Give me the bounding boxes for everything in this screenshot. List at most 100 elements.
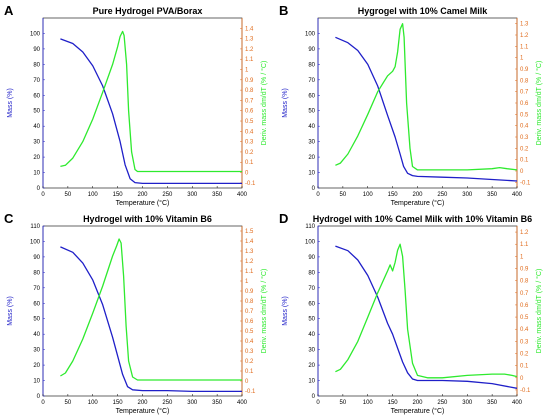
x-tick-label: 50: [65, 192, 72, 198]
y-tick-label: 70: [33, 78, 40, 84]
y-tick-label: 20: [308, 363, 315, 369]
y2-tick-label: 0.6: [520, 101, 529, 107]
y2-tick-label: 0.3: [520, 339, 529, 345]
chart-title: Pure Hydrogel PVA/Borax: [93, 6, 203, 16]
y2-tick-label: 0: [520, 376, 524, 382]
y2-tick-label: 1: [520, 56, 524, 62]
y2-tick-label: 0.8: [245, 88, 254, 94]
y2-tick-label: 1: [245, 68, 249, 74]
y2-tick-label: 1.1: [245, 57, 254, 63]
y2-tick-label: 0.5: [245, 119, 254, 125]
x-tick-label: 250: [437, 400, 448, 406]
x-tick-label: 200: [137, 192, 148, 198]
panel-letter: D: [279, 211, 288, 226]
series-line-derivative: [335, 243, 518, 379]
y2-tick-label: 0: [520, 169, 524, 175]
y2-axis-label: Deriv. mass dm/dT (% / °C): [260, 61, 268, 146]
y-tick-label: 10: [308, 379, 315, 385]
y-tick-label: 90: [308, 255, 315, 261]
panel-letter: A: [4, 3, 14, 18]
x-axis-label: Temperature (°C): [116, 407, 170, 415]
y-tick-label: 60: [33, 93, 40, 99]
y-tick-label: 0: [312, 186, 316, 192]
x-tick-label: 200: [412, 400, 423, 406]
x-tick-label: 200: [137, 400, 148, 406]
plot-frame: [42, 225, 243, 397]
y-tick-label: 80: [308, 270, 315, 276]
series-line-mass: [60, 38, 242, 185]
y2-tick-label: 1.4: [245, 26, 254, 32]
x-tick-label: 150: [113, 400, 124, 406]
y-tick-label: 30: [308, 348, 315, 354]
x-tick-label: 200: [412, 192, 423, 198]
y2-tick-label: 0.6: [245, 109, 254, 115]
y2-tick-label: 0.6: [245, 319, 254, 325]
y-tick-label: 10: [33, 379, 40, 385]
x-tick-label: 0: [316, 192, 320, 198]
y-axis-label: Mass (%): [7, 296, 14, 326]
y2-tick-label: -0.1: [245, 389, 256, 395]
y2-tick-label: -0.1: [245, 181, 256, 187]
x-tick-label: 0: [41, 192, 45, 198]
y-tick-label: 90: [33, 47, 40, 53]
series-line-mass: [335, 245, 518, 389]
y2-tick-label: 0.5: [245, 329, 254, 335]
x-tick-label: 250: [162, 192, 173, 198]
y-tick-label: 30: [33, 140, 40, 146]
y2-tick-label: 1.3: [245, 37, 254, 43]
y2-tick-label: 0.8: [520, 279, 529, 285]
y2-tick-label: 1.3: [245, 249, 254, 255]
y2-tick-label: 0.1: [520, 364, 529, 370]
y-axis-label: Mass (%): [282, 296, 289, 326]
y2-tick-label: 0.8: [520, 78, 529, 84]
chart-panel-c: C Hydrogel with 10% Vitamin B60 50 100 150 20…: [4, 211, 268, 415]
y2-tick-label: 0: [245, 379, 249, 385]
y2-tick-label: 0.7: [520, 90, 529, 96]
y2-tick-label: 1.2: [520, 33, 529, 39]
y2-tick-label: 0.1: [245, 369, 254, 375]
y-tick-label: 100: [305, 239, 316, 245]
x-tick-label: 50: [65, 400, 72, 406]
x-tick-label: 0: [316, 400, 320, 406]
x-tick-label: 300: [187, 192, 198, 198]
y2-tick-label: 0.1: [245, 160, 254, 166]
chart-title: Hydrogel with 10% Vitamin B6: [83, 214, 212, 224]
panel-letter: B: [279, 3, 288, 18]
x-tick-label: 100: [363, 192, 374, 198]
x-tick-label: 150: [113, 192, 124, 198]
y2-tick-label: 0.1: [520, 158, 529, 164]
y-tick-label: 70: [308, 286, 315, 292]
y-axis-label: Mass (%): [282, 88, 289, 118]
x-tick-label: 100: [363, 400, 374, 406]
x-tick-label: 50: [340, 400, 347, 406]
y2-tick-label: 0.7: [520, 291, 529, 297]
y-tick-label: 40: [308, 332, 315, 338]
y2-tick-label: 0.4: [245, 339, 254, 345]
y2-tick-label: 1.1: [520, 242, 529, 248]
chart-title: Hydrogel with 10% Camel Milk with 10% Vi…: [313, 214, 532, 224]
y2-tick-label: 0.2: [245, 150, 254, 156]
x-tick-label: 0: [41, 400, 45, 406]
x-tick-label: 300: [462, 400, 473, 406]
x-tick-label: 350: [487, 400, 498, 406]
y-tick-label: 30: [308, 140, 315, 146]
y-axis-label: Mass (%): [7, 88, 14, 118]
series-line-derivative: [60, 238, 242, 381]
y2-tick-label: 0.8: [245, 299, 254, 305]
y-tick-label: 80: [33, 270, 40, 276]
y-tick-label: 70: [33, 286, 40, 292]
y2-tick-label: 0: [245, 171, 249, 177]
plot-frame: [317, 17, 518, 189]
y-tick-label: 0: [312, 394, 316, 400]
x-tick-label: 350: [212, 400, 223, 406]
x-tick-label: 400: [512, 192, 523, 198]
y2-tick-label: 0.4: [520, 327, 529, 333]
series-line-derivative: [335, 23, 518, 171]
y2-tick-label: 0.7: [245, 98, 254, 104]
y-tick-label: 20: [308, 155, 315, 161]
x-tick-label: 300: [462, 192, 473, 198]
y-tick-label: 90: [308, 47, 315, 53]
y-tick-label: 20: [33, 155, 40, 161]
